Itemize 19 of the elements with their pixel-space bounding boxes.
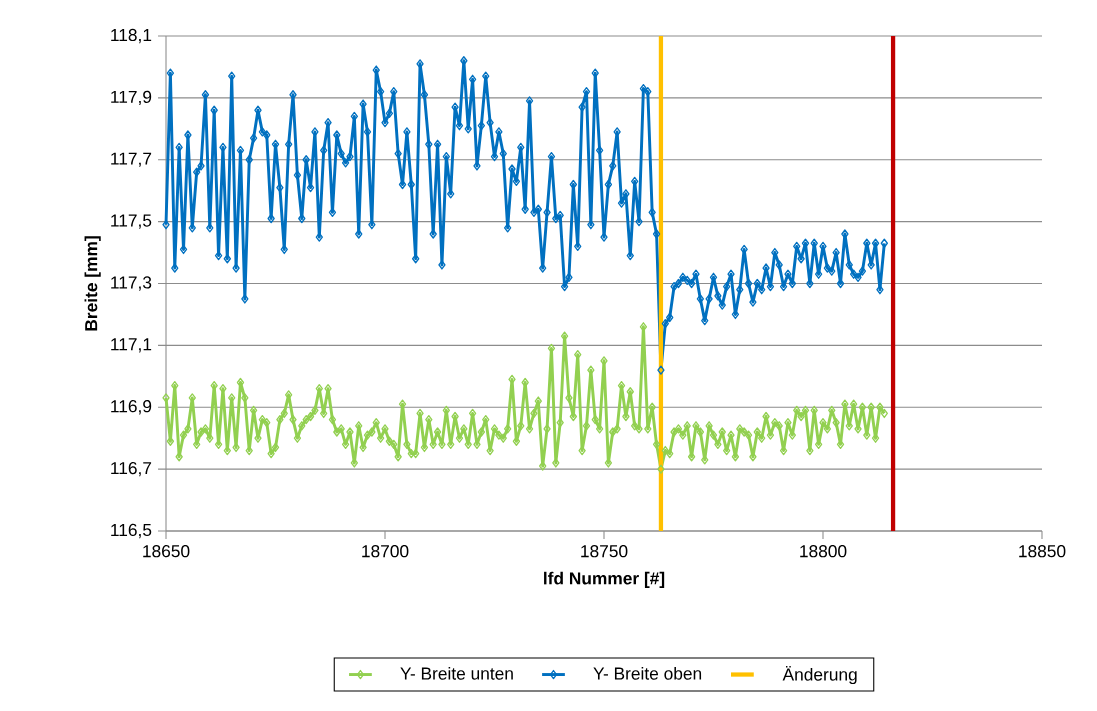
x-tick-label: 18700 xyxy=(362,545,409,558)
y-axis-title: Breite [mm] xyxy=(84,236,101,331)
x-tick-label: 18750 xyxy=(581,545,628,558)
legend-label: Y- Breite oben xyxy=(593,666,702,680)
y-tick-label: 117,9 xyxy=(111,90,152,106)
y-tick-label: 116,7 xyxy=(111,461,152,477)
x-axis-title: lfd Nummer [#] xyxy=(544,571,665,588)
y-tick-label: 116,9 xyxy=(111,400,152,415)
legend-label: Änderung xyxy=(782,665,857,685)
x-tick-label: 18650 xyxy=(143,545,190,558)
x-tick-label: 18850 xyxy=(1019,545,1066,558)
y-tick-label: 117,1 xyxy=(111,338,152,353)
y-tick-label: 117,5 xyxy=(111,214,152,229)
x-tick-label: 18800 xyxy=(800,545,847,558)
legend-label: Y- Breite unten xyxy=(400,666,513,680)
y-tick-label: 117,7 xyxy=(111,152,152,167)
y-tick-label: 117,3 xyxy=(111,276,152,291)
y-tick-label: 116,5 xyxy=(111,523,152,539)
y-tick-label: 118,1 xyxy=(111,28,152,44)
